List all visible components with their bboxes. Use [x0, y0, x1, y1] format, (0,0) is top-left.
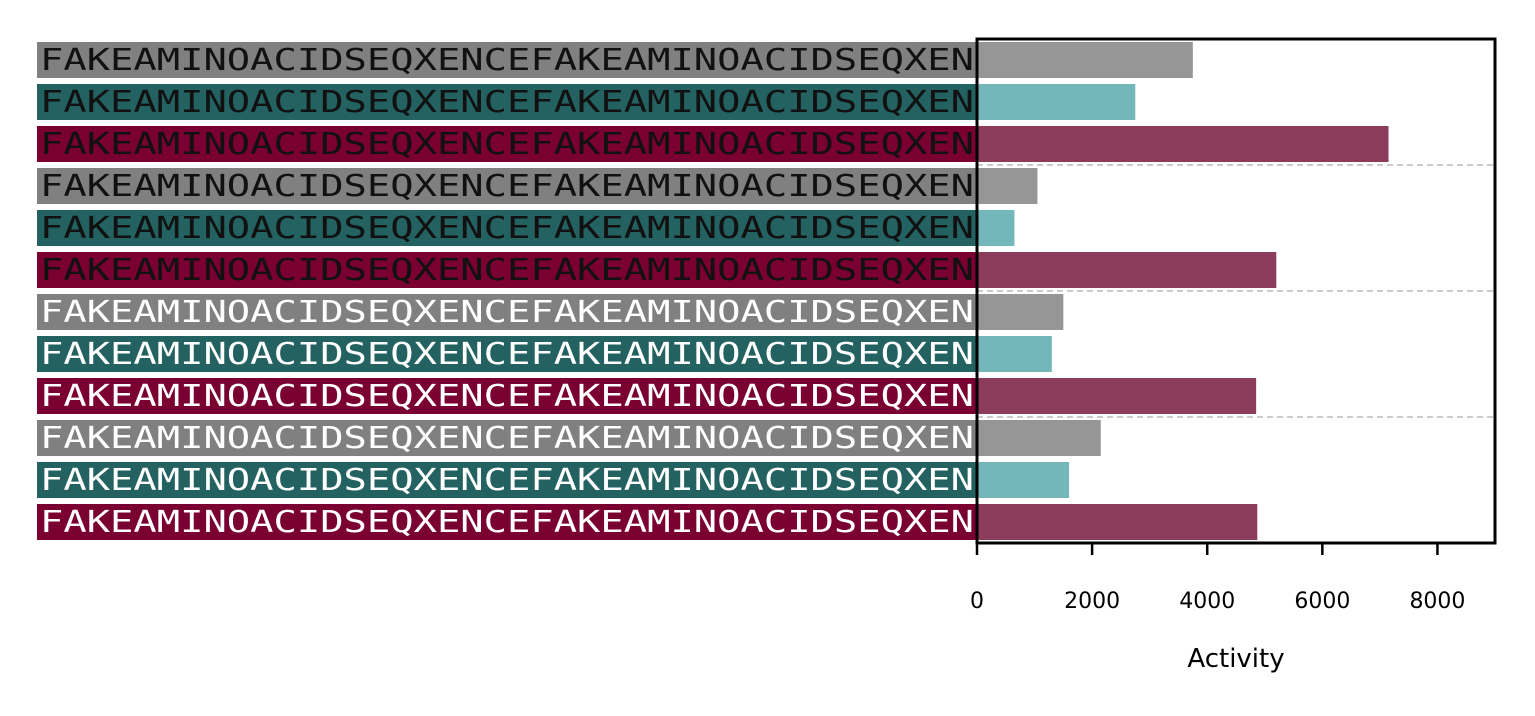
activity-bar: [977, 252, 1277, 288]
sequence-label: FAKEAMINOACIDSEQXENCEFAKEAMINOACIDSEQXEN: [40, 421, 974, 456]
activity-bar: [977, 336, 1052, 372]
activity-bar: [977, 168, 1038, 204]
bar-area: [977, 42, 1389, 540]
sequence-label: FAKEAMINOACIDSEQXENCEFAKEAMINOACIDSEQXEN: [40, 85, 974, 120]
sequence-label: FAKEAMINOACIDSEQXENCEFAKEAMINOACIDSEQXEN: [40, 379, 974, 414]
x-tick-label: 6000: [1294, 589, 1350, 614]
sequence-label-background: [37, 168, 977, 204]
sequence-label: FAKEAMINOACIDSEQXENCEFAKEAMINOACIDSEQXEN: [40, 253, 974, 288]
sequence-label-background: [37, 378, 977, 414]
activity-bar: [977, 294, 1064, 330]
x-tick-label: 4000: [1179, 589, 1235, 614]
x-tick-label: 0: [970, 589, 984, 614]
sequence-label-column: FAKEAMINOACIDSEQXENCEFAKEAMINOACIDSEQXEN…: [37, 42, 977, 540]
sequence-label-background: [37, 336, 977, 372]
sequence-label-background: [37, 126, 977, 162]
x-tick-label: 2000: [1064, 589, 1120, 614]
sequence-label-background: [37, 42, 977, 78]
group-separators: [977, 164, 1495, 418]
activity-bar: [977, 210, 1015, 246]
x-tick-label: 8000: [1409, 589, 1465, 614]
activity-bar: [977, 504, 1258, 540]
sequence-label: FAKEAMINOACIDSEQXENCEFAKEAMINOACIDSEQXEN: [40, 211, 974, 246]
sequence-label-background: [37, 504, 977, 540]
sequence-label-background: [37, 84, 977, 120]
activity-bar: [977, 84, 1136, 120]
sequence-label: FAKEAMINOACIDSEQXENCEFAKEAMINOACIDSEQXEN: [40, 463, 974, 498]
sequence-label: FAKEAMINOACIDSEQXENCEFAKEAMINOACIDSEQXEN: [40, 337, 974, 372]
sequence-label-background: [37, 420, 977, 456]
sequence-label: FAKEAMINOACIDSEQXENCEFAKEAMINOACIDSEQXEN: [40, 127, 974, 162]
sequence-label: FAKEAMINOACIDSEQXENCEFAKEAMINOACIDSEQXEN: [40, 169, 974, 204]
sequence-label: FAKEAMINOACIDSEQXENCEFAKEAMINOACIDSEQXEN: [40, 295, 974, 330]
activity-bar: [977, 126, 1389, 162]
activity-bar: [977, 42, 1193, 78]
plot-frame: [975, 37, 1497, 545]
sequence-label-background: [37, 294, 977, 330]
sequence-label-background: [37, 462, 977, 498]
sequence-label-background: [37, 210, 977, 246]
activity-bar: [977, 462, 1070, 498]
activity-bar: [977, 378, 1257, 414]
x-axis-ticks: 0 2000 4000 6000 8000: [970, 543, 1465, 614]
sequence-label: FAKEAMINOACIDSEQXENCEFAKEAMINOACIDSEQXEN: [40, 43, 974, 78]
sequence-label: FAKEAMINOACIDSEQXENCEFAKEAMINOACIDSEQXEN: [40, 505, 974, 540]
sequence-label-background: [37, 252, 977, 288]
activity-bar: [977, 420, 1101, 456]
x-axis-label: Activity: [1187, 644, 1284, 674]
